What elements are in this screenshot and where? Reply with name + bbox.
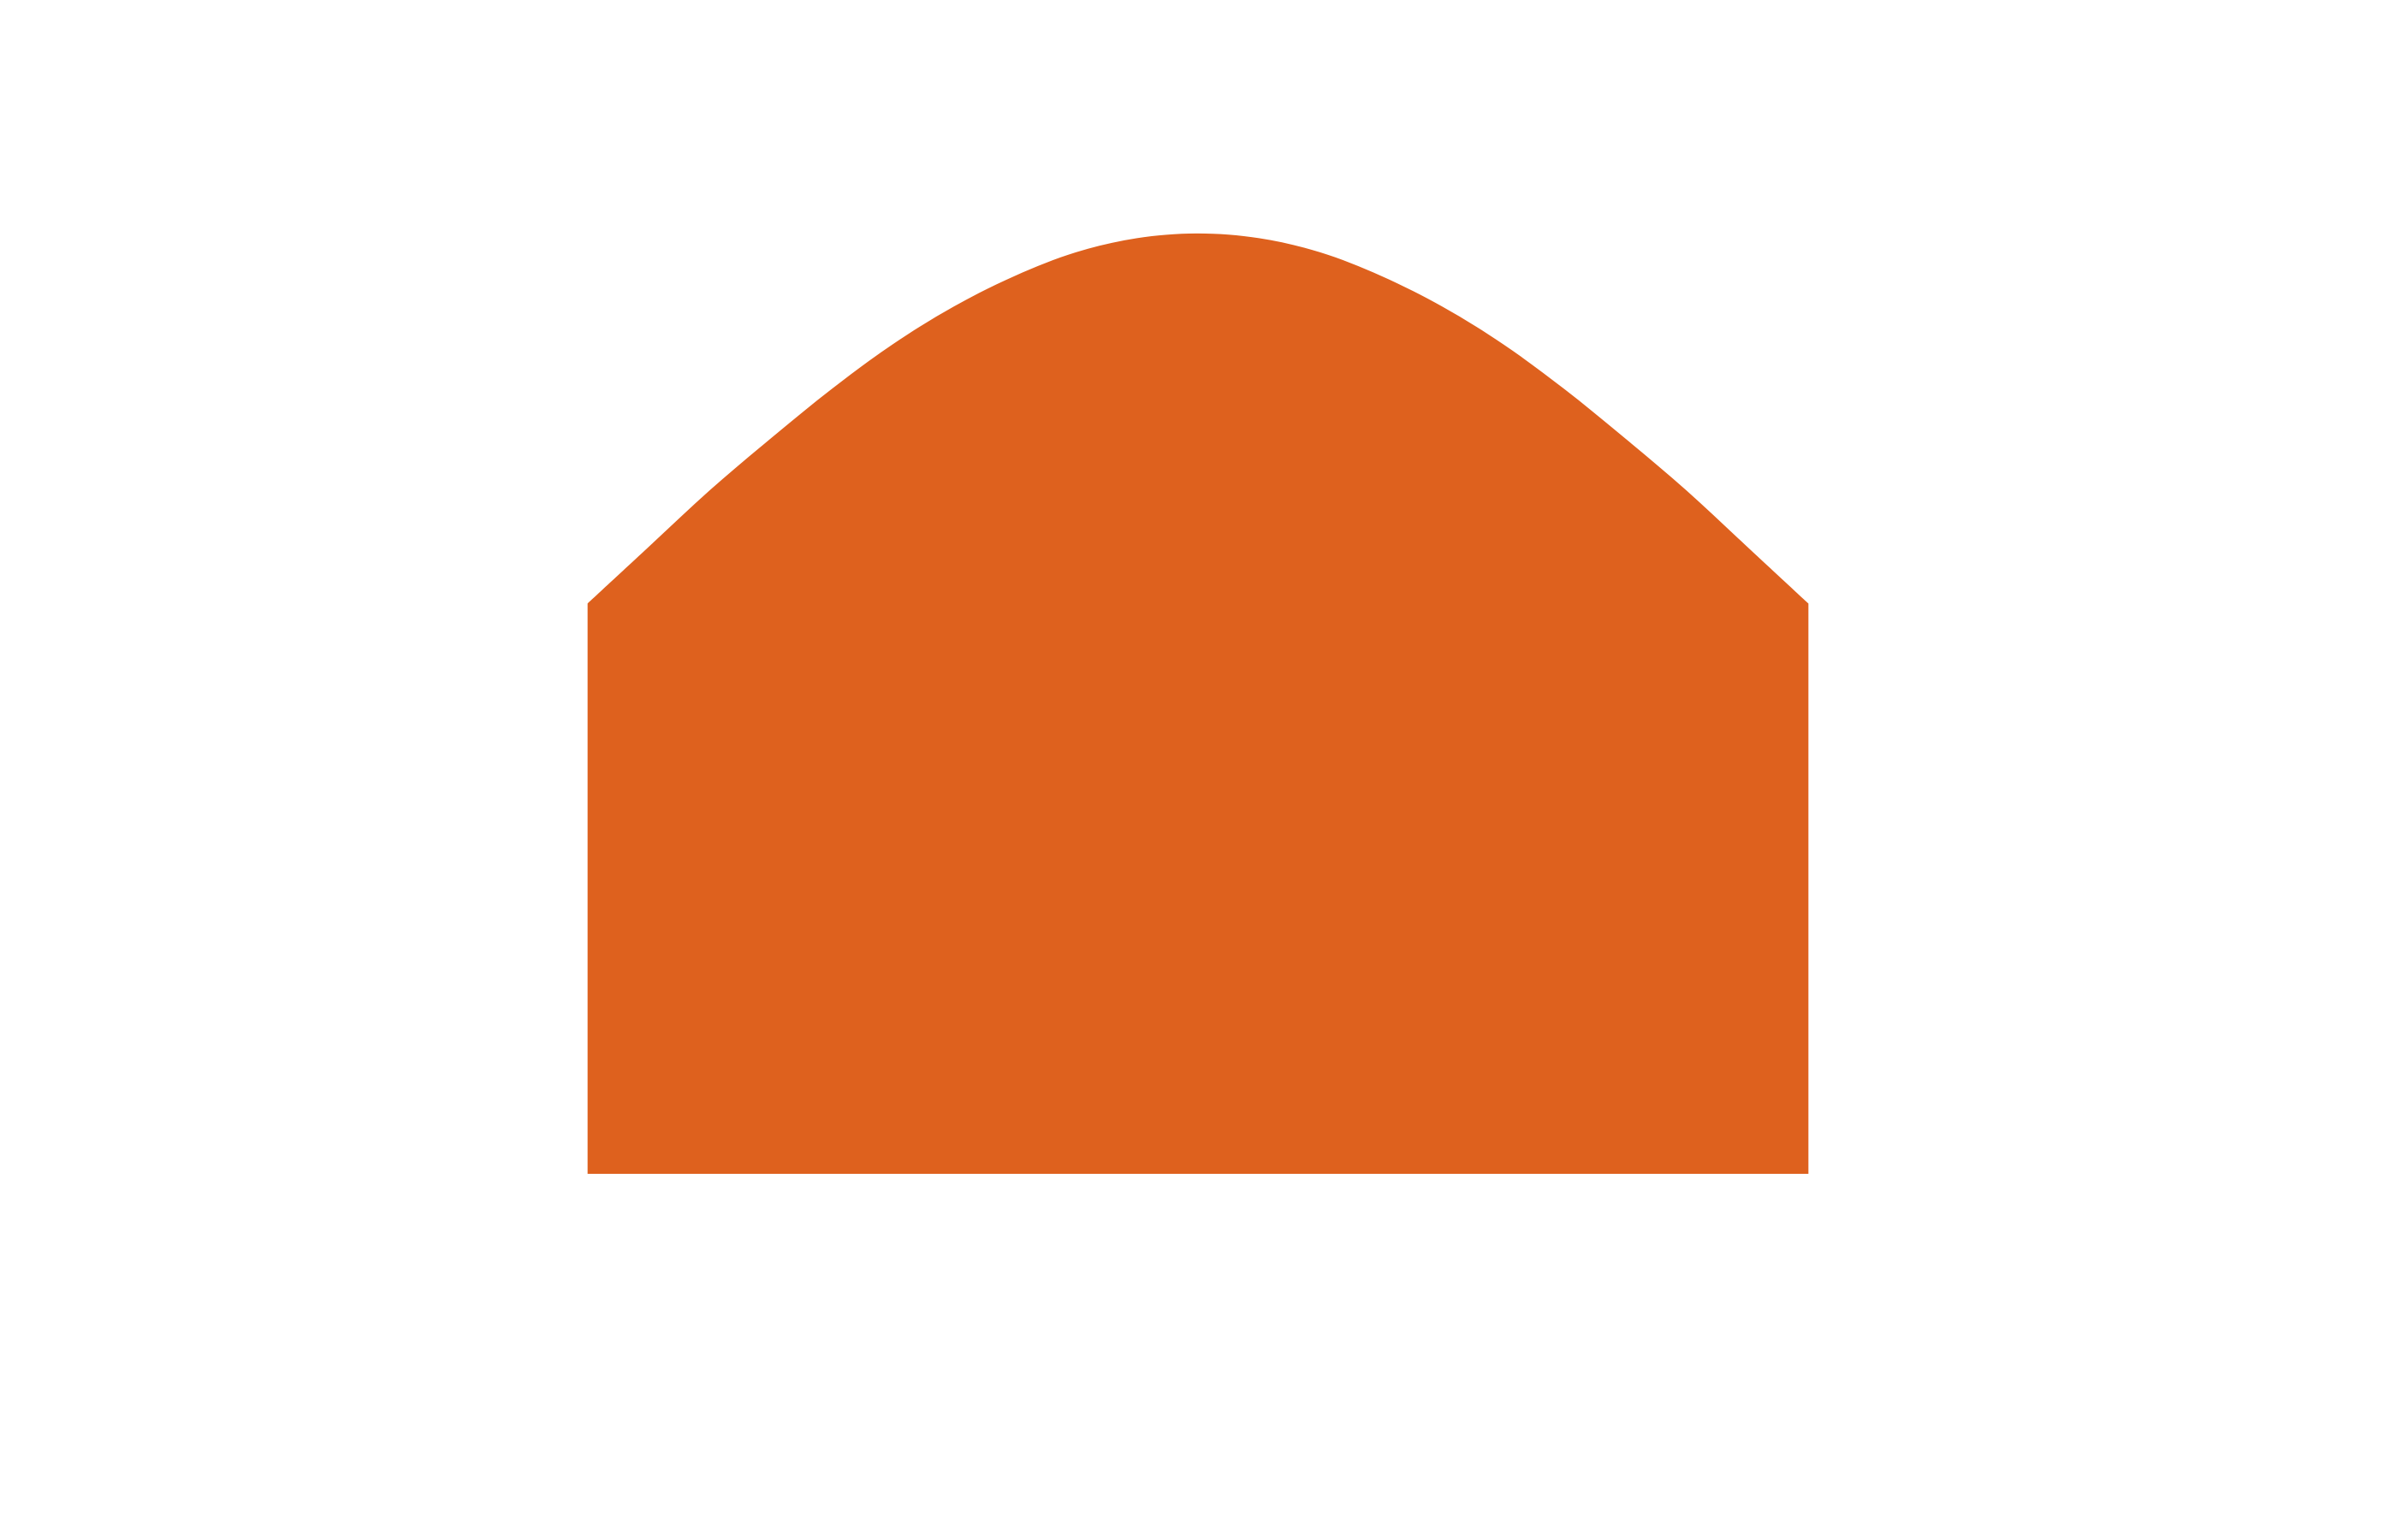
area-series-0 bbox=[587, 233, 1809, 1175]
plot-area bbox=[587, 233, 1809, 1175]
